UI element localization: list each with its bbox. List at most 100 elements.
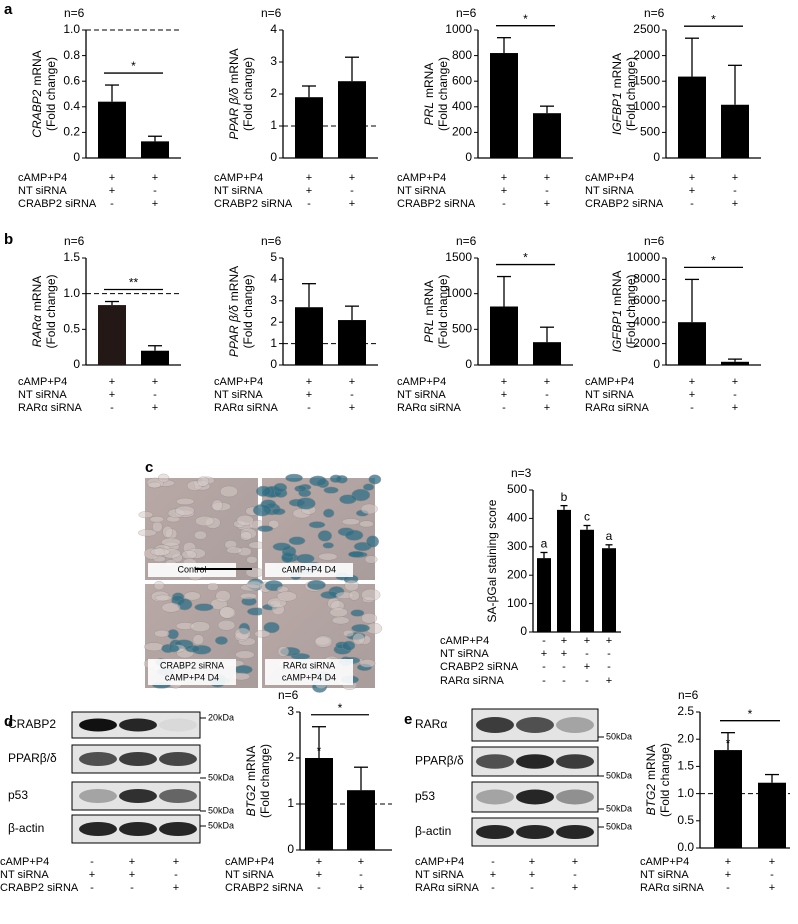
blot-band [159, 789, 197, 803]
condition-label: RARα siRNA [214, 402, 278, 414]
cell [294, 485, 307, 493]
cell [235, 650, 255, 659]
bar [98, 305, 126, 365]
y-axis-label-line2: (Fold change) [241, 274, 255, 348]
condition-label: NT siRNA [0, 869, 49, 881]
condition-label: CRABP2 siRNA [440, 661, 519, 673]
blot-band [476, 754, 514, 769]
y-tick-label: 0.0 [677, 840, 694, 854]
cell [252, 504, 272, 517]
gene-name: PRL [422, 320, 436, 343]
condition-mark: - [690, 198, 694, 210]
blot-band [159, 718, 197, 732]
blot-band [159, 752, 197, 766]
condition-label: CRABP2 siRNA [0, 882, 79, 894]
y-tick-label: 1.0 [63, 286, 80, 300]
condition-mark: - [130, 882, 134, 894]
condition-mark: - [562, 661, 566, 673]
micrograph-label: cAMP+P4 D4 [282, 672, 336, 682]
bar-label: * [317, 744, 322, 758]
condition-mark: + [501, 376, 507, 388]
condition-mark: + [109, 376, 115, 388]
bar [338, 81, 366, 158]
cell [307, 579, 326, 591]
cell [255, 485, 272, 497]
bar [305, 758, 333, 850]
condition-mark: + [89, 869, 95, 881]
y-tick-label: 0 [465, 150, 472, 164]
bar-label: a [541, 537, 548, 551]
condition-mark: + [306, 172, 312, 184]
kda-label: 50kDa [606, 803, 632, 813]
condition-mark: + [689, 185, 695, 197]
y-tick-label: 2.0 [677, 731, 694, 745]
kda-label: 50kDa [606, 731, 632, 741]
condition-mark: + [129, 869, 135, 881]
blot-band [556, 789, 594, 805]
cell [157, 473, 170, 483]
condition-mark: + [501, 185, 507, 197]
cell [361, 588, 381, 602]
blot-band [476, 789, 514, 805]
y-tick-label: 0 [270, 357, 277, 371]
cell [219, 485, 239, 498]
blot-band [516, 825, 554, 839]
condition-mark: + [561, 648, 567, 660]
cell [362, 483, 375, 491]
blot-band [556, 717, 594, 733]
cell [154, 594, 172, 602]
condition-label: cAMP+P4 [0, 856, 49, 868]
y-axis-label-unit: mRNA [610, 270, 624, 305]
micrograph-label: Control [177, 564, 206, 574]
sample-size: n=6 [644, 234, 665, 248]
condition-mark: + [490, 869, 496, 881]
condition-label: CRABP2 siRNA [225, 882, 304, 894]
y-axis-label-unit: mRNA [422, 63, 436, 98]
condition-label: RARα siRNA [440, 675, 504, 687]
y-axis-label: BTG2 mRNA [244, 746, 258, 817]
kda-label: 20kDa [208, 712, 234, 722]
blot-band [119, 822, 157, 836]
condition-mark: - [585, 675, 589, 687]
condition-label: NT siRNA [214, 389, 263, 401]
gene-name: PRL [422, 102, 436, 125]
blot-label: PPARβ/δ [415, 754, 464, 768]
condition-mark: - [690, 402, 694, 414]
condition-mark: + [152, 402, 158, 414]
cell [153, 629, 170, 638]
y-tick-label: 0 [270, 150, 277, 164]
cell [162, 525, 173, 538]
condition-label: cAMP+P4 [18, 376, 67, 388]
sample-size: n=6 [456, 6, 477, 20]
cell [273, 482, 288, 493]
cell [342, 629, 355, 637]
y-axis-label-unit: mRNA [644, 745, 658, 780]
y-tick-label: 1500 [633, 73, 660, 87]
cell [295, 497, 316, 510]
cell [366, 535, 380, 548]
sample-size: n=6 [278, 688, 299, 702]
y-axis-label: IGFBP1 mRNA [610, 53, 624, 135]
y-tick-label: 1.0 [63, 22, 80, 36]
blot-band [79, 822, 117, 836]
y-axis-label: CRABP2 mRNA [30, 50, 44, 137]
blot-band [119, 718, 157, 732]
condition-mark: + [769, 856, 775, 868]
micrograph-label-box [148, 659, 236, 685]
condition-mark: - [307, 402, 311, 414]
condition-mark: - [562, 675, 566, 687]
condition-mark: - [542, 675, 546, 687]
condition-mark: + [109, 172, 115, 184]
y-tick-label: 5 [270, 250, 277, 264]
significance-label: * [523, 12, 528, 26]
cell [351, 624, 370, 633]
condition-mark: + [544, 402, 550, 414]
cell [285, 473, 303, 483]
condition-mark: - [307, 198, 311, 210]
cell [329, 474, 343, 483]
gene-name: IGFBP1 [610, 92, 624, 135]
cell [239, 531, 253, 541]
bar-label: c [584, 510, 590, 524]
y-tick-label: 2000 [633, 48, 660, 62]
blot-band [79, 789, 117, 803]
